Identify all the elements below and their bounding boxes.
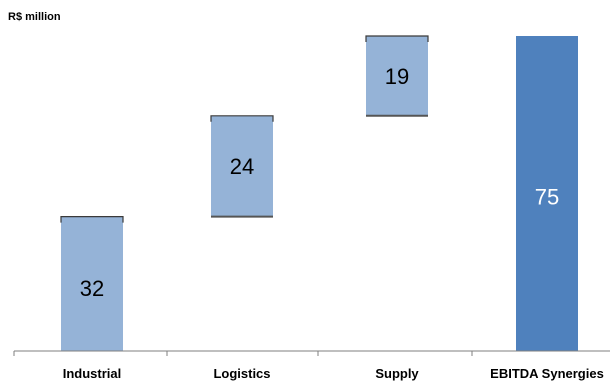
category-label: Industrial xyxy=(63,366,122,381)
total-bar xyxy=(516,36,578,351)
category-label: Supply xyxy=(375,366,419,381)
bar-top-edge xyxy=(365,35,429,42)
category-label: EBITDA Synergies xyxy=(490,366,604,381)
data-label: 24 xyxy=(230,154,254,179)
x-axis-ticks xyxy=(13,351,473,356)
unit-label: R$ million xyxy=(8,11,61,23)
category-label: Logistics xyxy=(213,366,270,381)
bar-top-edge xyxy=(210,115,274,122)
increment-bar xyxy=(211,115,273,217)
increment-bar xyxy=(366,36,428,116)
bar-top-edge xyxy=(60,216,124,223)
data-label: 32 xyxy=(80,276,104,301)
increment-bar xyxy=(61,216,123,351)
data-label: 75 xyxy=(535,185,559,210)
data-label: 19 xyxy=(385,64,409,89)
category-labels: Industrial Logistics Supply EBITDA Synergie… xyxy=(63,366,604,381)
bars-group: 32 24 19 75 xyxy=(60,35,578,351)
